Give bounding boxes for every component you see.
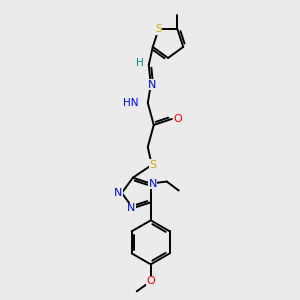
Text: HN: HN	[123, 98, 139, 108]
Text: H: H	[136, 58, 144, 68]
Text: S: S	[149, 160, 156, 170]
Text: O: O	[173, 114, 182, 124]
Text: N: N	[127, 203, 135, 213]
Text: O: O	[146, 276, 155, 286]
Text: N: N	[114, 188, 122, 198]
Text: N: N	[148, 178, 157, 188]
Text: N: N	[148, 80, 156, 90]
Text: S: S	[155, 24, 162, 34]
